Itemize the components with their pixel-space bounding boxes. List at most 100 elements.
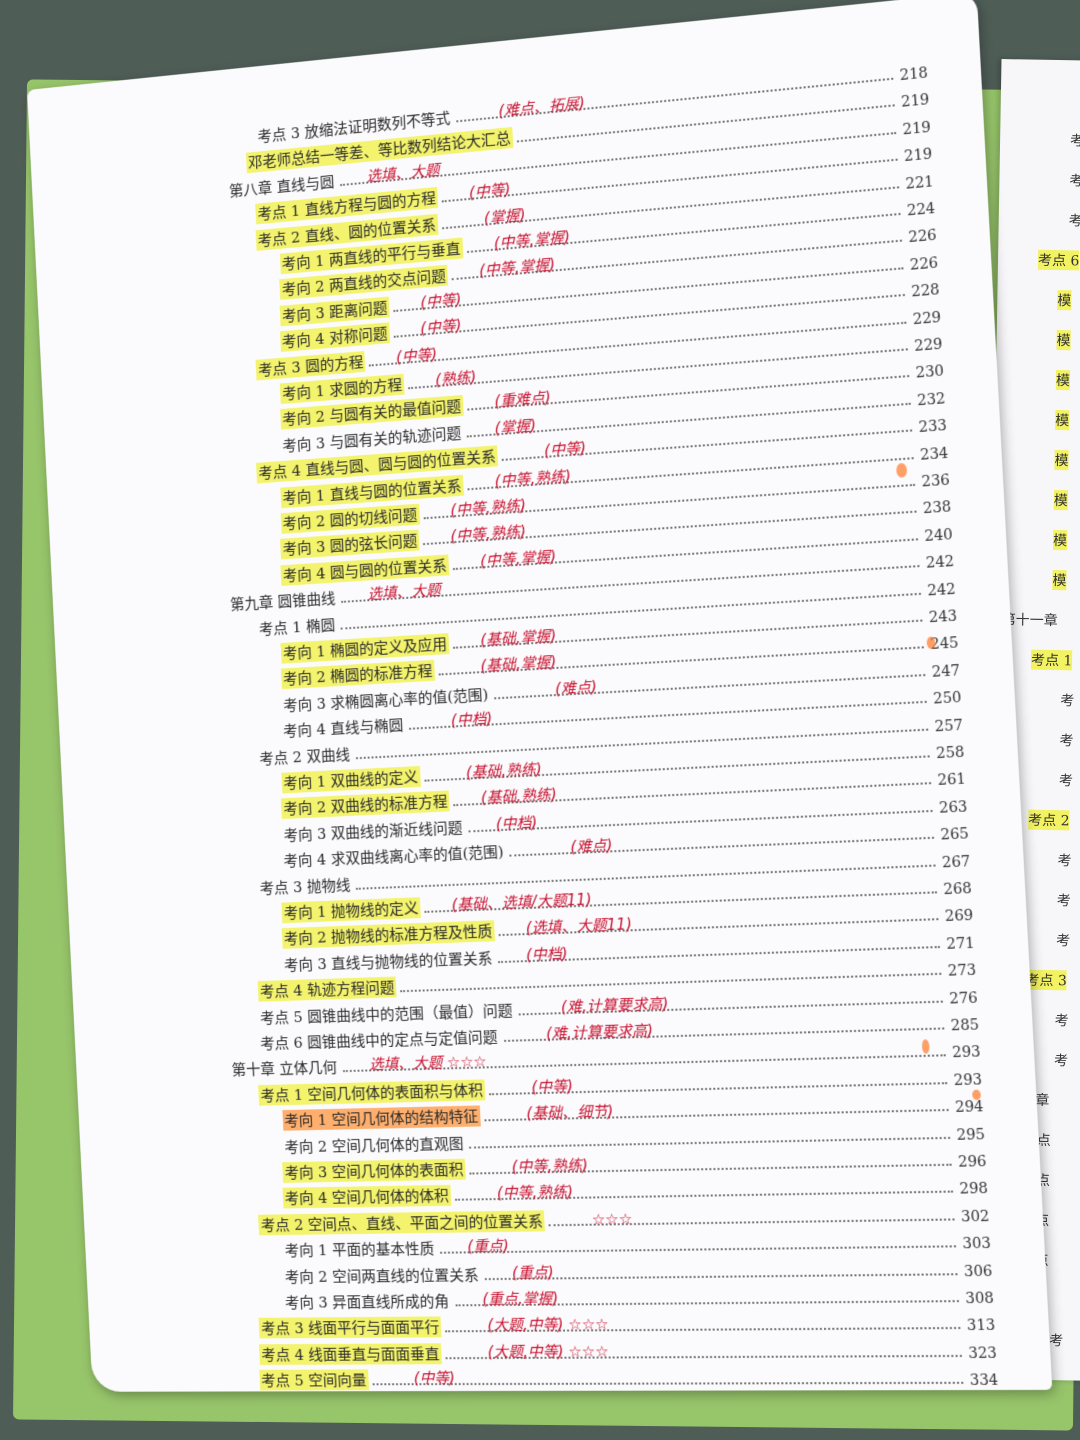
handwritten-note: (掌握) bbox=[494, 416, 537, 438]
handwritten-note: (基础,熟练) bbox=[465, 760, 543, 782]
toc-entry-title: 考向 3 空间几何体的表面积 bbox=[282, 1158, 466, 1183]
leader-dots bbox=[484, 1272, 958, 1280]
toc-entry-page: 263 bbox=[938, 798, 968, 817]
toc-entry-page: 230 bbox=[915, 363, 945, 383]
handwritten-note: (中等) bbox=[543, 439, 587, 461]
toc-entry-page: 308 bbox=[965, 1290, 995, 1308]
toc-entry-title: 考点 2 双曲线 bbox=[258, 745, 351, 768]
right-page-entry: 考点 1 bbox=[1030, 649, 1073, 671]
toc-entry-page: 219 bbox=[900, 92, 930, 112]
handwritten-note: (中等) bbox=[419, 290, 462, 312]
toc-entry-page: 234 bbox=[919, 445, 949, 464]
right-page-entry: 模 bbox=[1053, 490, 1069, 511]
toc-entry-page: 226 bbox=[909, 254, 939, 274]
handwritten-note: (中等,掌握) bbox=[479, 547, 557, 571]
toc-entry-title: 考点 5 空间向量 bbox=[258, 1369, 369, 1391]
handwritten-note: (基础,熟练) bbox=[480, 785, 558, 808]
handwritten-note: 选填、大题 bbox=[367, 581, 442, 604]
handwritten-note: (基础、细节) bbox=[525, 1102, 614, 1123]
toc-entry: 考点 4 线面垂直与面面垂直 323 (大题,中等) ☆☆☆ bbox=[258, 1337, 998, 1365]
handwritten-note: 选填、大题 ☆☆☆ bbox=[368, 1052, 488, 1074]
handwritten-note: (基础,掌握) bbox=[479, 653, 557, 676]
toc-entry-page: 229 bbox=[912, 309, 942, 328]
toc-entry-page: 224 bbox=[906, 200, 936, 220]
toc-entry-page: 218 bbox=[899, 65, 929, 85]
leader-dots bbox=[469, 1136, 951, 1149]
handwritten-note: (中等,掌握) bbox=[493, 227, 571, 253]
toc-entry-page: 313 bbox=[966, 1317, 996, 1335]
toc-entry-title: 考向 4 空间几何体的体积 bbox=[282, 1185, 452, 1209]
toc-entry-title: 考点 2 空间点、直线、平面之间的位置关系 bbox=[258, 1210, 546, 1236]
toc-entry-title: 考向 2 空间几何体的直观图 bbox=[284, 1134, 464, 1156]
toc-entry-page: 233 bbox=[918, 417, 948, 437]
handwritten-note: 选填、大题 bbox=[365, 160, 440, 186]
toc-entry-page: 285 bbox=[950, 1017, 980, 1035]
right-page-entry: 考点 3 bbox=[1025, 969, 1067, 991]
handwritten-note: (大题,中等) ☆☆☆ bbox=[486, 1315, 610, 1335]
toc-entry-page: 221 bbox=[905, 173, 935, 193]
handwritten-note: (中等,熟练) bbox=[449, 496, 527, 520]
toc-entry-page: 273 bbox=[947, 962, 977, 980]
right-page-entry: 考 bbox=[1053, 1053, 1069, 1070]
right-page-entry: 考 bbox=[1059, 733, 1074, 750]
toc-entry-page: 306 bbox=[963, 1263, 993, 1280]
toc-entry-page: 296 bbox=[957, 1153, 987, 1171]
handwritten-note: (基础,掌握) bbox=[479, 626, 557, 650]
handwritten-note: (重点,掌握) bbox=[481, 1289, 559, 1309]
handwritten-note: (中等,掌握) bbox=[478, 255, 556, 281]
toc-entry-title: 考向 2 空间两直线的位置关系 bbox=[284, 1265, 480, 1286]
handwritten-note: (难点) bbox=[554, 677, 598, 698]
toc-entry-page: 232 bbox=[916, 390, 946, 410]
toc-entry-title: 考点 3 线面平行与面面平行 bbox=[258, 1316, 442, 1339]
toc-entry: 考向 2 空间两直线的位置关系 306 (重点) bbox=[282, 1255, 993, 1287]
toc-entry-title: 考向 1 平面的基本性质 bbox=[284, 1240, 435, 1260]
toc-entry-title: 考点 3 抛物线 bbox=[259, 875, 351, 898]
toc-entry-page: 238 bbox=[922, 499, 952, 518]
right-page-entry: 模 bbox=[1055, 410, 1070, 431]
toc-entry-page: 229 bbox=[913, 336, 943, 355]
toc-entry-page: 226 bbox=[908, 227, 938, 247]
toc-entry-page: 271 bbox=[945, 935, 976, 953]
toc-entry-page: 295 bbox=[956, 1126, 986, 1144]
handwritten-note: (中等,熟练) bbox=[450, 522, 527, 546]
toc-entry-page: 258 bbox=[935, 744, 965, 763]
right-page-entry: 考 bbox=[1058, 773, 1074, 790]
right-page-entry: 考 bbox=[1069, 133, 1080, 150]
handwritten-note: (难,计算要求高) bbox=[560, 994, 669, 1016]
handwritten-note: (大题,中等) ☆☆☆ bbox=[487, 1342, 610, 1361]
toc-entry-title: 第十章 立体几何 bbox=[231, 1058, 338, 1080]
toc-entry-page: 267 bbox=[941, 853, 971, 872]
toc-entry-page: 303 bbox=[962, 1235, 992, 1253]
ink-splash bbox=[921, 1039, 930, 1054]
right-page-entry: 考 bbox=[1069, 173, 1080, 190]
handwritten-note: (掌握) bbox=[483, 205, 526, 228]
handwritten-note: (难点、拓展) bbox=[498, 93, 586, 121]
right-page-entry: 模 bbox=[1052, 530, 1068, 551]
leader-dots bbox=[440, 1245, 957, 1254]
handwritten-note: (基础、选填/大题11) bbox=[451, 890, 593, 914]
toc-page: 考点 3 放缩法证明数列不等式 218 (难点、拓展) 邓老师总结一等差、等比数列结论… bbox=[27, 0, 1053, 1392]
right-page-entry: 考 bbox=[1049, 1333, 1064, 1350]
toc-entry-page: 257 bbox=[934, 717, 964, 736]
right-page-entry: 考点 2 bbox=[1028, 809, 1070, 831]
toc-entry-page: 323 bbox=[967, 1345, 998, 1362]
handwritten-note: (中等) bbox=[468, 180, 511, 203]
toc-entry-page: 298 bbox=[959, 1181, 989, 1199]
toc-entry-page: 265 bbox=[940, 826, 970, 844]
handwritten-note: (中等,熟练) bbox=[494, 466, 572, 491]
right-page-entry: 模 bbox=[1052, 570, 1067, 591]
toc-entry-page: 242 bbox=[926, 580, 957, 600]
toc-entry-page: 243 bbox=[928, 608, 958, 627]
right-page-entry: 考 bbox=[1056, 933, 1071, 950]
right-page-entry: 模 bbox=[1054, 450, 1069, 471]
toc-entry-page: 294 bbox=[954, 1099, 985, 1117]
right-page-entry: 考 bbox=[1060, 693, 1075, 710]
handwritten-note: (重点) bbox=[511, 1262, 555, 1282]
ink-splash bbox=[972, 1089, 982, 1101]
handwritten-note: (中等) bbox=[413, 1369, 456, 1388]
right-page-entry: 考 bbox=[1068, 213, 1080, 230]
handwritten-note: (中等,熟练) bbox=[511, 1156, 589, 1176]
toc-entry: 考向 3 异面直线所成的角 308 (重点,掌握) bbox=[282, 1282, 995, 1313]
